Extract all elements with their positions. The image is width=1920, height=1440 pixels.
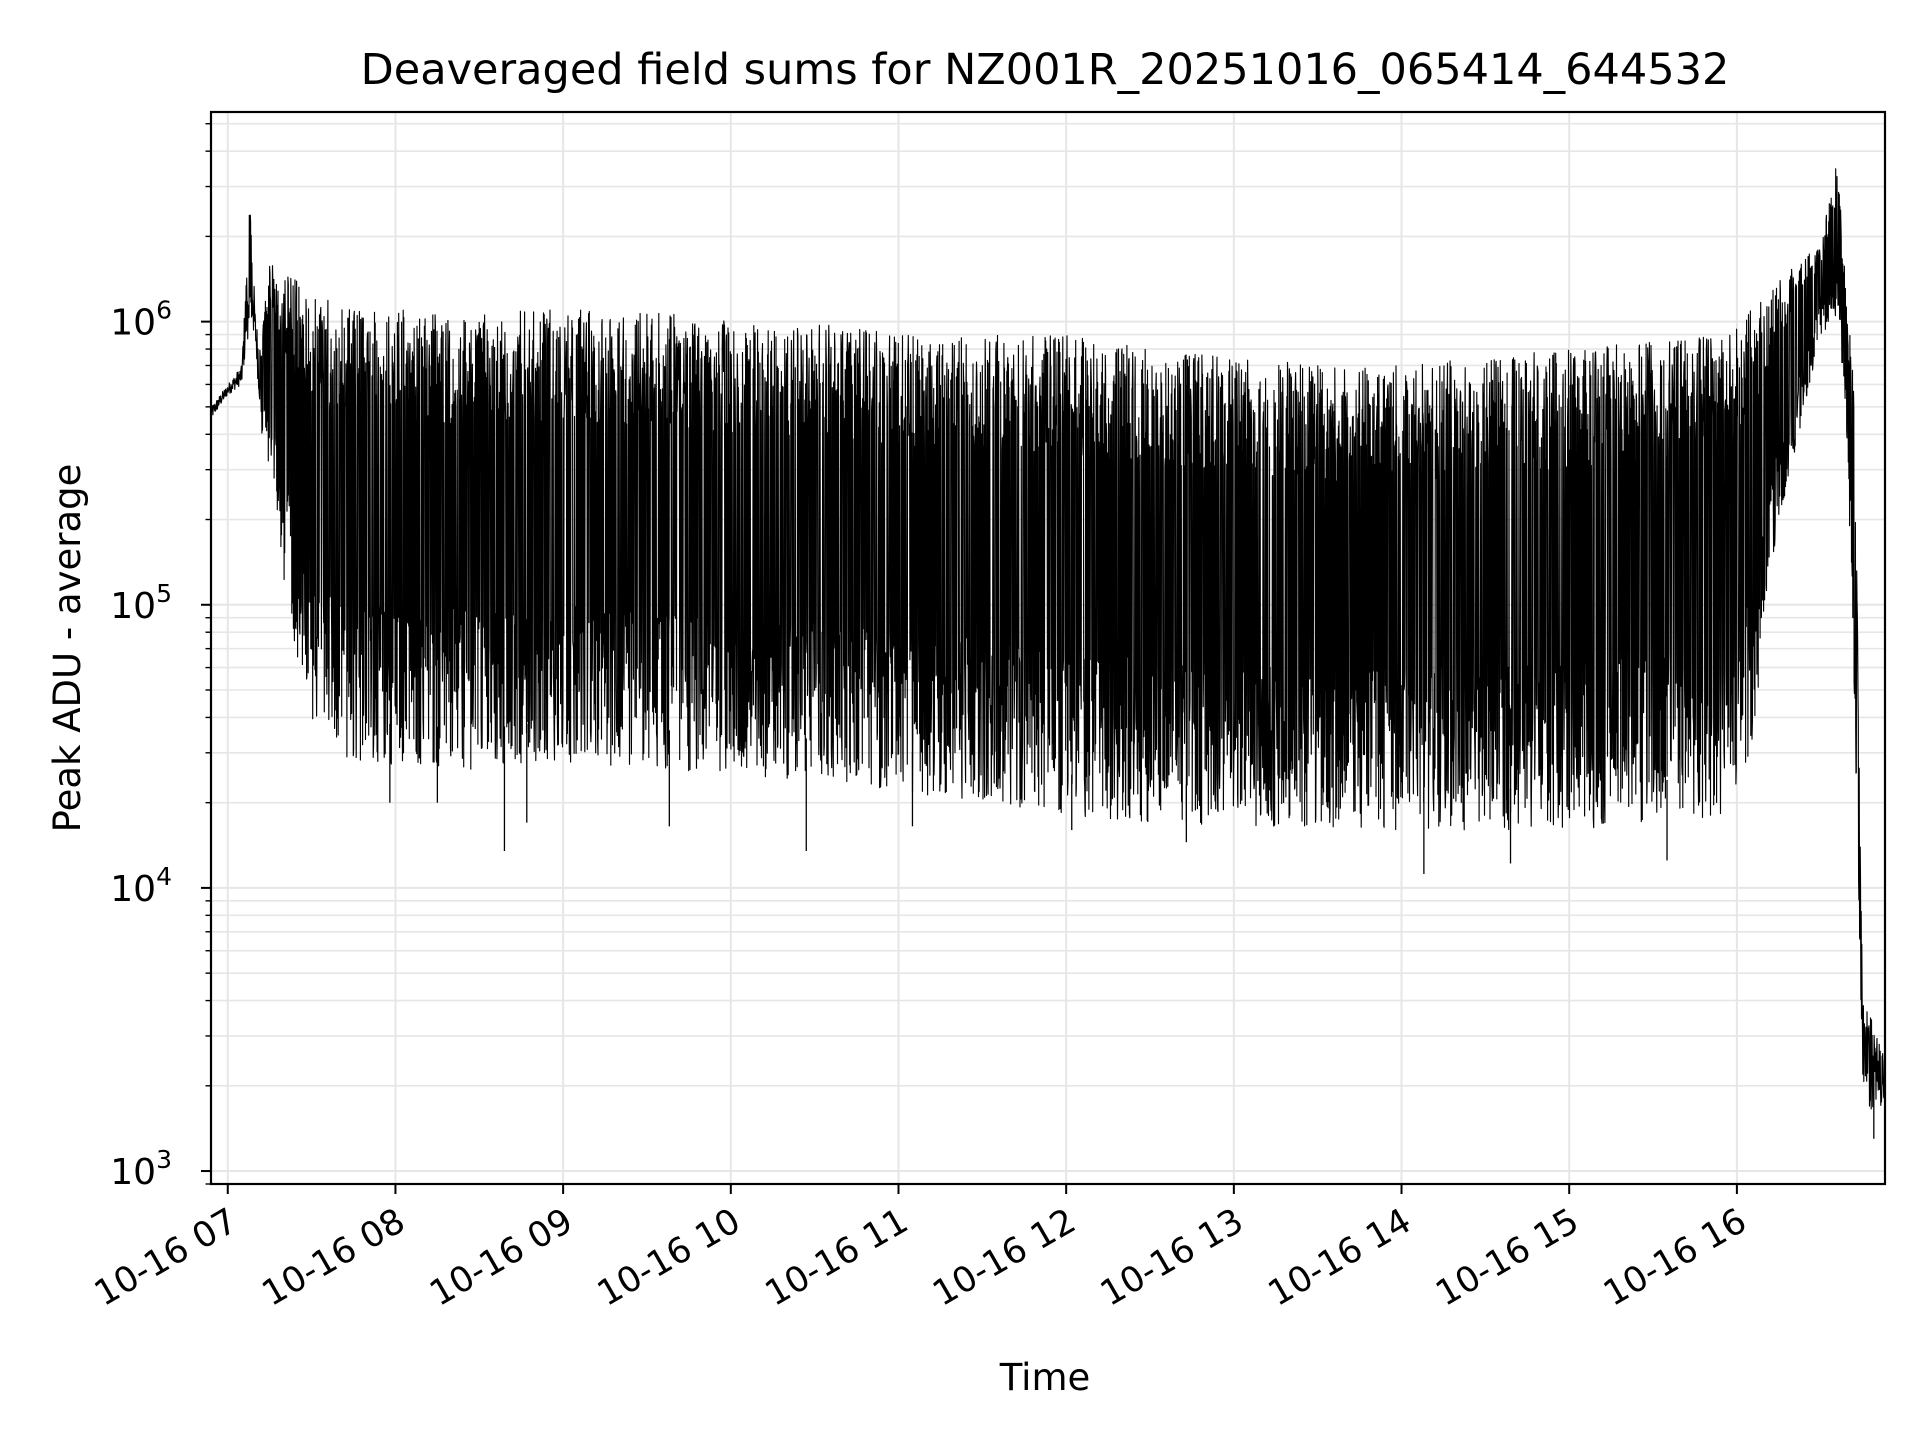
chart-title: Deaveraged field sums for NZ001R_2025101…: [361, 45, 1730, 95]
y-tick-label: 103: [110, 1145, 172, 1193]
y-axis-label: Peak ADU - average: [46, 464, 89, 833]
series-line: [211, 168, 1885, 1110]
y-tick-label: 105: [110, 579, 172, 627]
plot-area: [211, 168, 1885, 1139]
series-layer: [211, 168, 1885, 1139]
y-tick-label: 106: [110, 296, 172, 344]
y-tick-label: 104: [110, 862, 172, 910]
x-axis-label: Time: [999, 1356, 1091, 1399]
